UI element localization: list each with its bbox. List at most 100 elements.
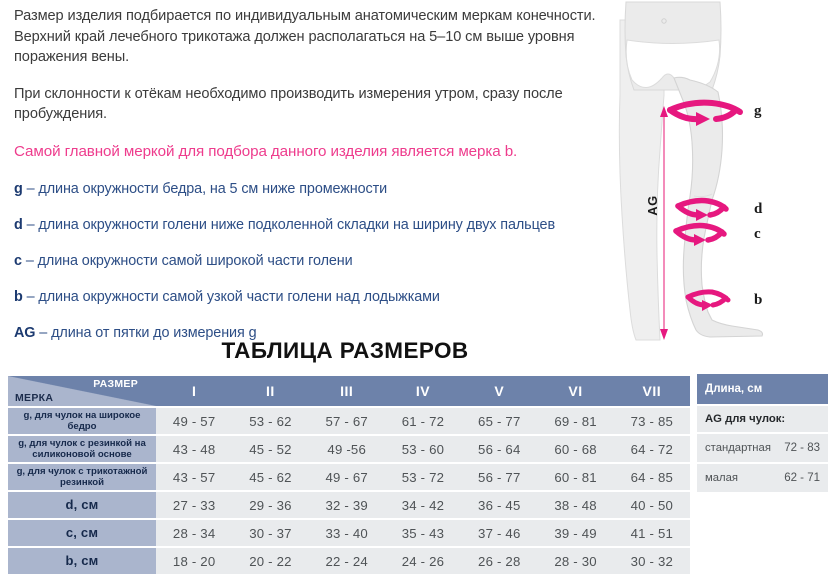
cell-r0-c5: 65 - 77 (461, 408, 538, 434)
legend-item-d: d – длина окружности голени ниже подколе… (14, 216, 614, 234)
size-table-body: g, для чулок на широкое бедро 49 - 57 53… (8, 408, 690, 574)
table-row: b, см 18 - 20 20 - 22 22 - 24 24 - 26 26… (8, 548, 690, 574)
legend-text-c: длина окружности самой широкой части гол… (37, 252, 353, 269)
length-subtitle-text: AG для чулок: (705, 413, 786, 425)
cell-r1-c5: 56 - 64 (461, 436, 538, 462)
legend-dash-ag: – (39, 324, 48, 341)
cell-r3-c2: 29 - 36 (232, 492, 309, 518)
column-header-7: VII (613, 376, 690, 406)
cell-r2-c6: 60 - 81 (537, 464, 614, 490)
cell-r5-c7: 30 - 32 (613, 548, 690, 574)
cell-r2-c3: 49 - 67 (308, 464, 385, 490)
intro-paragraph-2: При склонности к отёкам необходимо произ… (14, 85, 563, 123)
legend-key-c: c (14, 252, 22, 269)
length-row-standard: стандартная 72 - 83 (697, 434, 828, 462)
corner-label-measure: МЕРКА (15, 392, 54, 404)
cell-r4-c4: 35 - 43 (384, 520, 462, 546)
corner-axis-cell: РАЗМЕР МЕРКА (8, 376, 156, 406)
legend-item-b: b – длина окружности самой узкой части г… (14, 288, 614, 306)
size-table: РАЗМЕР МЕРКА I II III IV V VI VII g, для… (8, 374, 690, 576)
cell-r3-c6: 38 - 48 (537, 492, 614, 518)
table-row: g, для чулок с трикотажной резинкой 43 -… (8, 464, 690, 490)
table-row: g, для чулок на широкое бедро 49 - 57 53… (8, 408, 690, 434)
column-header-6: VI (537, 376, 614, 406)
measure-arrow-c (673, 222, 727, 246)
cell-r2-c7: 64 - 85 (613, 464, 690, 490)
legend-item-c: c – длина окружности самой широкой части… (14, 252, 614, 270)
ag-dimension-line (660, 106, 668, 340)
cell-r5-c1: 18 - 20 (156, 548, 233, 574)
cell-r4-c1: 28 - 34 (156, 520, 233, 546)
length-panel-header: Длина, см (697, 374, 828, 404)
length-value-small: 62 - 71 (784, 472, 820, 484)
column-header-1: I (156, 376, 233, 406)
cell-r1-c1: 43 - 48 (156, 436, 233, 462)
legend-key-b: b (14, 288, 23, 305)
table-row: g, для чулок с резинкой на силиконовой о… (8, 436, 690, 462)
legend-item-ag: AG – длина от пятки до измерения g (14, 324, 614, 342)
diagram-label-g: g (754, 103, 762, 119)
corner-label-size: РАЗМЕР (93, 378, 138, 390)
cell-r5-c6: 28 - 30 (537, 548, 614, 574)
navel-mark (661, 18, 667, 24)
cell-r1-c7: 64 - 72 (613, 436, 690, 462)
cell-r3-c3: 32 - 39 (308, 492, 385, 518)
legend-key-d: d (14, 216, 23, 233)
cell-r4-c2: 30 - 37 (232, 520, 309, 546)
size-table-container: РАЗМЕР МЕРКА I II III IV V VI VII g, для… (8, 374, 690, 576)
legend-dash-d: – (26, 216, 35, 233)
measurement-legend-list: g – длина окружности бедра, на 5 см ниже… (14, 180, 614, 342)
length-panel-subtitle: AG для чулок: (697, 406, 828, 432)
cell-r5-c4: 24 - 26 (384, 548, 462, 574)
cell-r3-c4: 34 - 42 (384, 492, 462, 518)
table-row: d, см 27 - 33 29 - 36 32 - 39 34 - 42 36… (8, 492, 690, 518)
column-header-4: IV (384, 376, 462, 406)
cell-r3-c5: 36 - 45 (461, 492, 538, 518)
row-label-c: c, см (8, 520, 156, 546)
cell-r0-c7: 73 - 85 (613, 408, 690, 434)
row-label-g-wide-thigh: g, для чулок на широкое бедро (8, 408, 156, 434)
legend-text-b: длина окружности самой узкой части голен… (38, 288, 440, 305)
table-row: c, см 28 - 34 30 - 37 33 - 40 35 - 43 37… (8, 520, 690, 546)
cell-r5-c3: 22 - 24 (308, 548, 385, 574)
length-value-standard: 72 - 83 (784, 442, 820, 454)
cell-r0-c2: 53 - 62 (232, 408, 309, 434)
legend-item-g: g – длина окружности бедра, на 5 см ниже… (14, 180, 614, 198)
legend-text-g: длина окружности бедра, на 5 см ниже про… (38, 180, 388, 197)
leg-figure-svg (618, 1, 764, 341)
cell-r4-c7: 41 - 51 (613, 520, 690, 546)
cell-r4-c3: 33 - 40 (308, 520, 385, 546)
diagram-label-d: d (754, 201, 763, 217)
length-name-standard: стандартная (705, 442, 771, 454)
cell-r1-c4: 53 - 60 (384, 436, 462, 462)
legend-dash-c: – (25, 252, 34, 269)
cell-r0-c4: 61 - 72 (384, 408, 462, 434)
length-name-small: малая (705, 472, 739, 484)
measure-arrow-b (685, 289, 731, 311)
legend-dash-b: – (26, 288, 35, 305)
legend-key-ag: AG (14, 324, 36, 341)
cell-r2-c2: 45 - 62 (232, 464, 309, 490)
row-label-g-knit-band: g, для чулок с трикотажной резинкой (8, 464, 156, 490)
legend-text-ag: длина от пятки до измерения g (51, 324, 257, 341)
cell-r2-c1: 43 - 57 (156, 464, 233, 490)
legend-dash-g: – (26, 180, 35, 197)
length-panel: Длина, см AG для чулок: стандартная 72 -… (697, 374, 828, 492)
cell-r4-c6: 39 - 49 (537, 520, 614, 546)
cell-r0-c6: 69 - 81 (537, 408, 614, 434)
legend-key-g: g (14, 180, 23, 197)
cell-r5-c2: 20 - 22 (232, 548, 309, 574)
cell-r3-c1: 27 - 33 (156, 492, 233, 518)
row-label-b: b, см (8, 548, 156, 574)
diagram-label-b: b (754, 292, 763, 308)
cell-r3-c7: 40 - 50 (613, 492, 690, 518)
cell-r0-c3: 57 - 67 (308, 408, 385, 434)
column-header-3: III (308, 376, 385, 406)
length-row-small: малая 62 - 71 (697, 464, 828, 492)
knee-crease (693, 193, 713, 198)
cell-r2-c5: 56 - 77 (461, 464, 538, 490)
cell-r5-c5: 26 - 28 (461, 548, 538, 574)
cell-r4-c5: 37 - 46 (461, 520, 538, 546)
cell-r1-c6: 60 - 68 (537, 436, 614, 462)
front-leg-shape (673, 76, 764, 338)
